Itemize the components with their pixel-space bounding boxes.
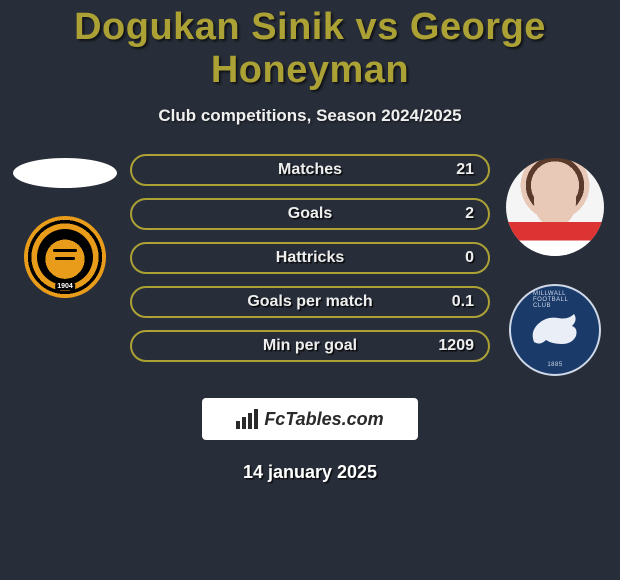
- tiger-icon: [43, 235, 87, 279]
- player1-club-crest: 1904: [24, 216, 106, 298]
- stat-label: Goals: [288, 205, 332, 223]
- stat-row-goals: Goals 2: [130, 198, 490, 230]
- stat-row-matches: Matches 21: [130, 154, 490, 186]
- stat-right-value: 0: [465, 249, 474, 267]
- stat-label: Min per goal: [263, 337, 357, 355]
- player1-club-year: 1904: [55, 283, 75, 290]
- stat-label: Matches: [278, 161, 342, 179]
- stat-right-value: 0.1: [452, 293, 474, 311]
- stat-right-value: 1209: [438, 337, 474, 355]
- stat-row-gpm: Goals per match 0.1: [130, 286, 490, 318]
- player1-avatar: [13, 158, 117, 188]
- player2-avatar: [506, 158, 604, 256]
- snapshot-date: 14 january 2025: [0, 462, 620, 483]
- bar-chart-icon: [236, 409, 258, 429]
- right-player-column: MILLWALL FOOTBALL CLUB 1885: [490, 154, 620, 376]
- stat-right-value: 2: [465, 205, 474, 223]
- stats-column: Matches 21 Goals 2 Hattricks 0 Goals per…: [130, 154, 490, 362]
- page-title: Dogukan Sinik vs George Honeyman: [0, 0, 620, 92]
- subtitle: Club competitions, Season 2024/2025: [0, 106, 620, 126]
- stat-label: Goals per match: [247, 293, 372, 311]
- left-player-column: 1904: [0, 154, 130, 298]
- stat-row-hattricks: Hattricks 0: [130, 242, 490, 274]
- stat-label: Hattricks: [276, 249, 344, 267]
- brand-text: FcTables.com: [264, 409, 383, 430]
- stat-right-value: 21: [456, 161, 474, 179]
- comparison-body: 1904 Matches 21 Goals 2 Hattricks 0 Goal…: [0, 154, 620, 376]
- stat-row-mpg: Min per goal 1209: [130, 330, 490, 362]
- lion-icon: [528, 310, 582, 350]
- player2-club-year: 1885: [547, 362, 562, 368]
- player2-club-top-text: MILLWALL FOOTBALL CLUB: [533, 291, 577, 309]
- brand-box: FcTables.com: [202, 398, 418, 440]
- player2-club-crest: MILLWALL FOOTBALL CLUB 1885: [509, 284, 601, 376]
